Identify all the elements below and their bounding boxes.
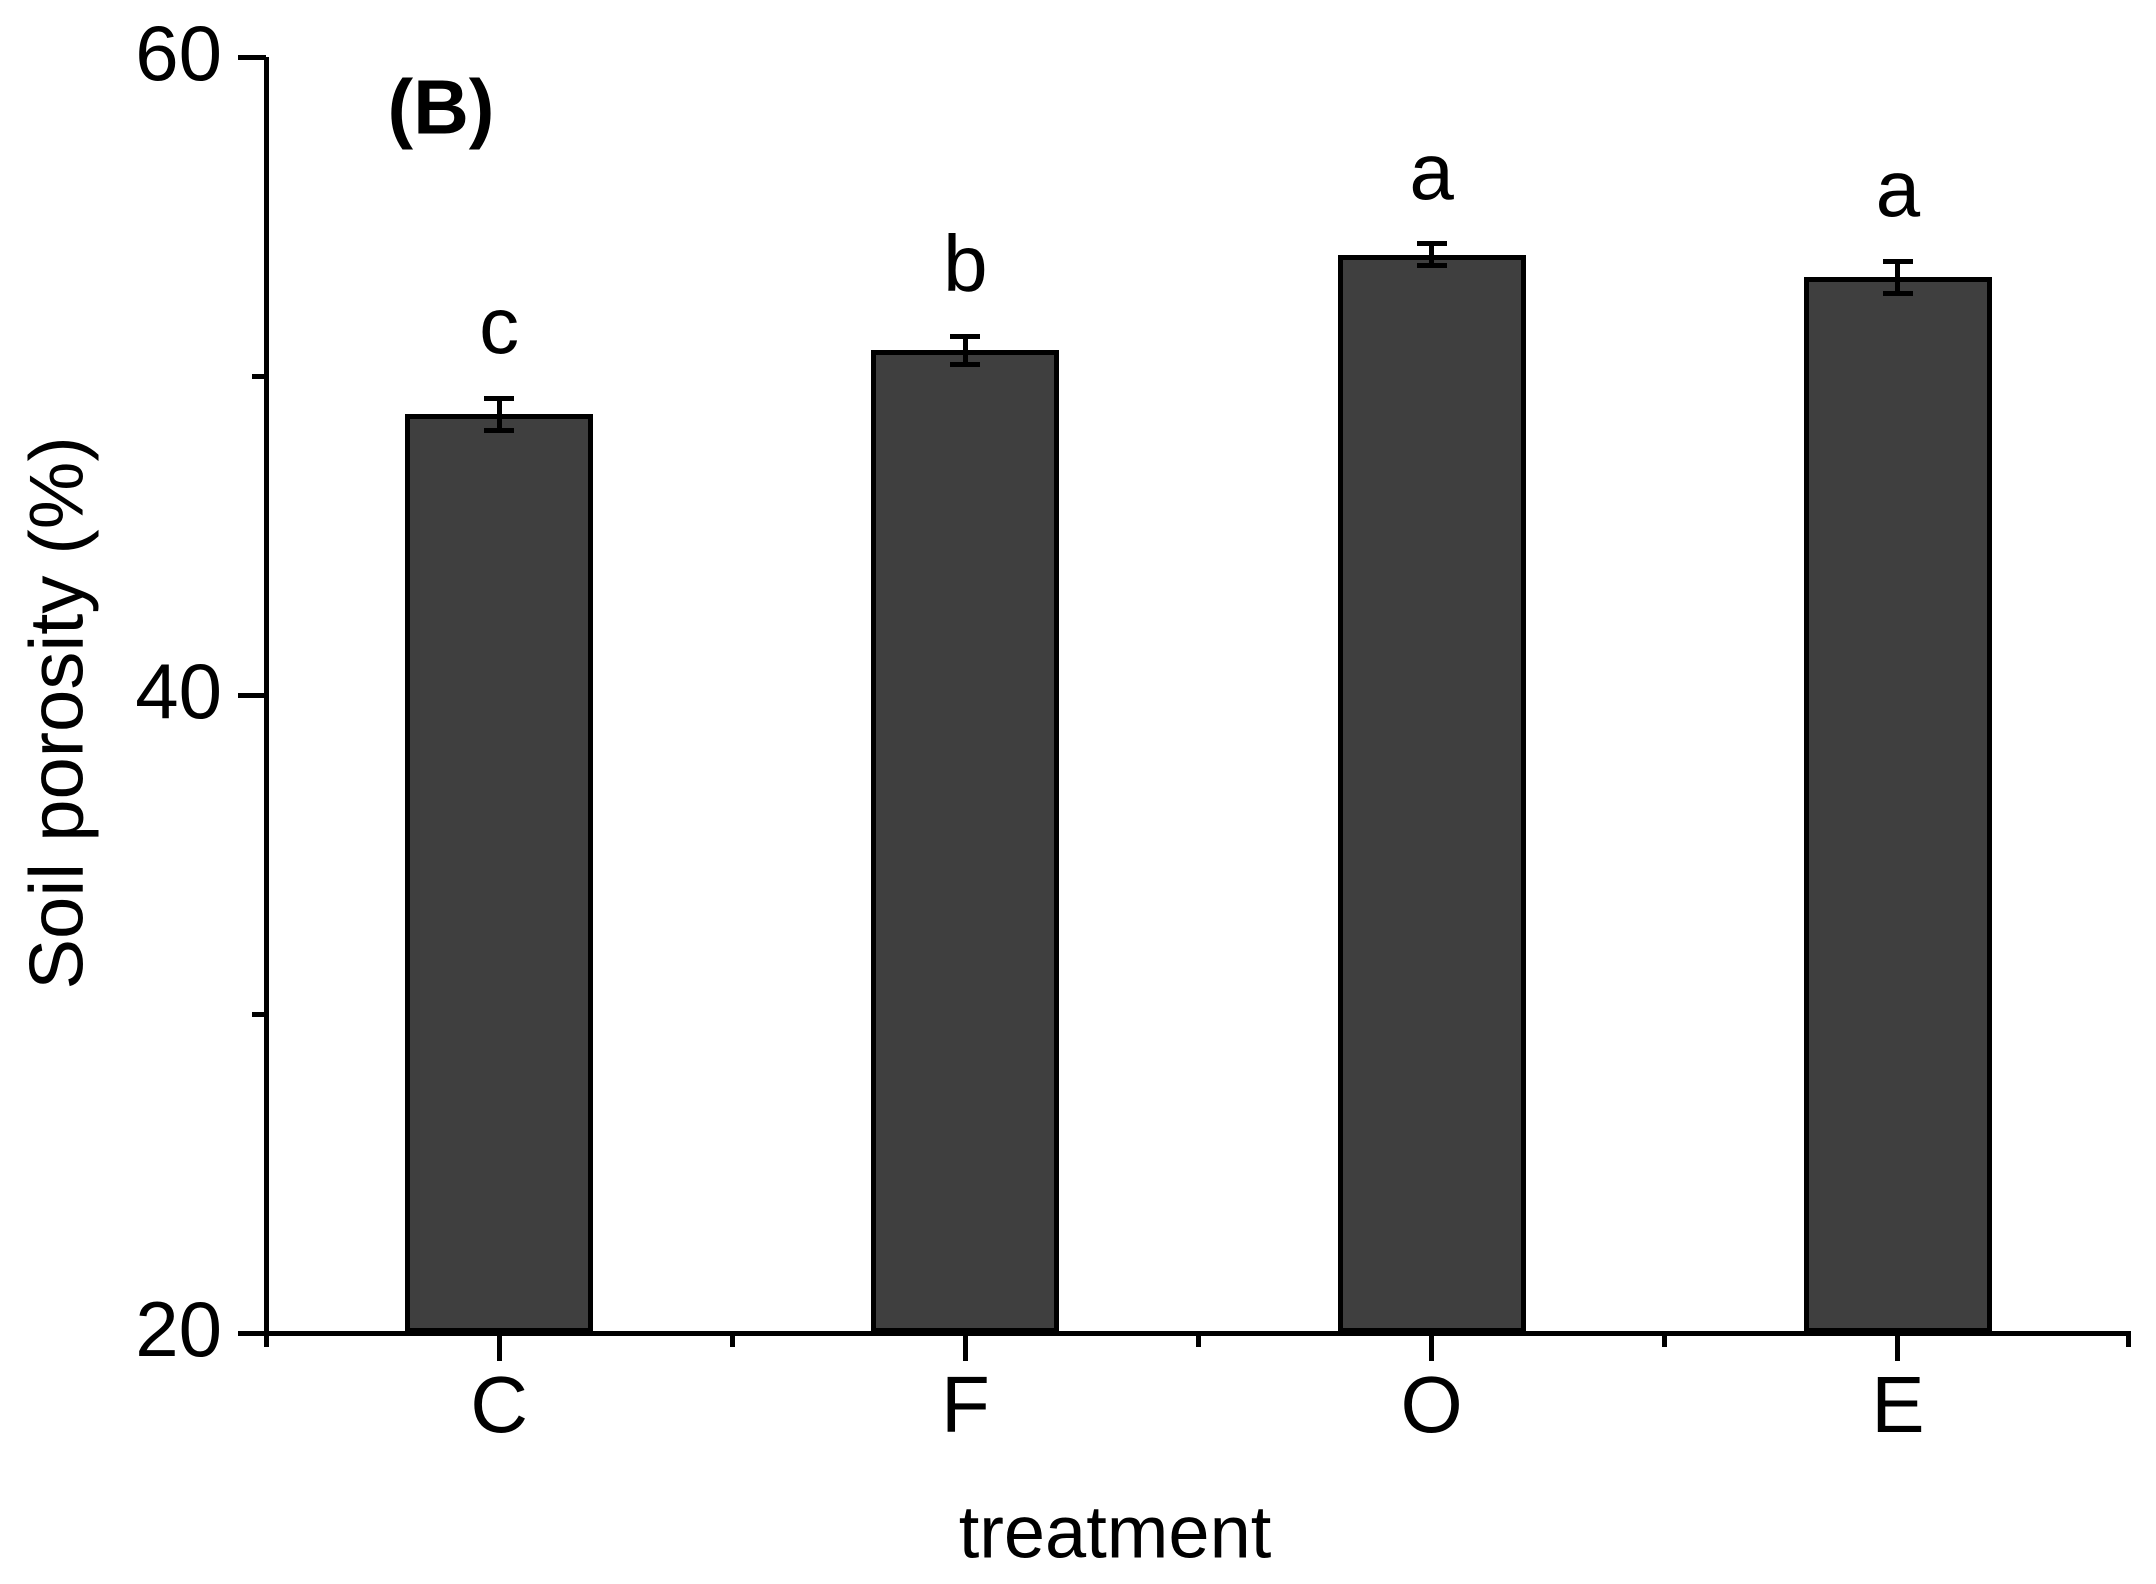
error-bar-top-cap	[1882, 258, 1913, 264]
x-major-tick	[496, 1333, 502, 1361]
y-major-tick	[238, 1330, 266, 1336]
x-minor-tick	[729, 1333, 735, 1347]
error-bar	[1895, 261, 1901, 294]
error-bar-top-cap	[1416, 241, 1447, 247]
x-axis-line	[266, 1331, 2131, 1336]
bar	[405, 414, 594, 1333]
error-bar-top-cap	[950, 333, 981, 339]
x-major-tick	[1429, 1333, 1435, 1361]
significance-letter: b	[943, 219, 988, 309]
bar	[1337, 254, 1526, 1333]
x-category-label: C	[470, 1360, 529, 1449]
y-minor-tick	[252, 1011, 266, 1017]
significance-letter: c	[479, 281, 520, 371]
x-axis-end-tick	[2126, 1331, 2131, 1347]
x-category-label: O	[1400, 1360, 1463, 1449]
error-bar-bottom-cap	[1882, 290, 1913, 296]
error-bar-bottom-cap	[484, 427, 515, 433]
x-minor-tick	[1196, 1333, 1201, 1347]
significance-letter: a	[1409, 126, 1454, 216]
y-tick-label: 40	[135, 647, 222, 735]
error-bar	[496, 398, 502, 431]
x-major-tick	[962, 1333, 968, 1361]
y-minor-tick	[252, 373, 266, 379]
error-bar-bottom-cap	[950, 362, 981, 368]
bar	[1803, 277, 1992, 1333]
x-axis-title: treatment	[958, 1490, 1272, 1574]
x-minor-tick	[1662, 1333, 1668, 1347]
y-tick-label: 60	[135, 9, 222, 97]
x-category-label: F	[940, 1360, 990, 1449]
panel-label: (B)	[387, 64, 495, 151]
bar	[871, 350, 1060, 1333]
y-tick-label: 20	[135, 1285, 222, 1373]
x-category-label: E	[1871, 1360, 1925, 1449]
y-major-tick	[238, 692, 266, 698]
significance-letter: a	[1875, 144, 1921, 234]
error-bar	[1429, 243, 1435, 266]
error-bar-top-cap	[484, 395, 515, 401]
error-bar	[962, 336, 968, 365]
x-major-tick	[1895, 1333, 1901, 1361]
error-bar-bottom-cap	[1416, 263, 1447, 269]
y-axis-line	[264, 57, 269, 1347]
y-major-tick	[238, 54, 266, 60]
